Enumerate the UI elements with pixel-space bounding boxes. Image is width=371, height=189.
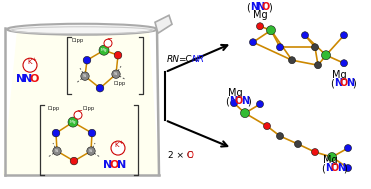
Text: −: −	[76, 108, 82, 114]
Text: Mg: Mg	[70, 120, 76, 124]
Circle shape	[345, 165, 351, 172]
Text: RN: RN	[167, 55, 180, 64]
Text: N: N	[103, 160, 112, 170]
Text: −: −	[106, 36, 112, 42]
Text: O: O	[235, 96, 243, 106]
Text: Si: Si	[89, 149, 93, 153]
Circle shape	[322, 51, 331, 60]
Circle shape	[276, 133, 283, 140]
Text: Mg: Mg	[100, 48, 107, 52]
Text: N: N	[23, 74, 32, 84]
Circle shape	[250, 39, 256, 46]
Ellipse shape	[7, 24, 157, 35]
Circle shape	[345, 145, 351, 152]
Circle shape	[88, 129, 96, 137]
Circle shape	[266, 26, 276, 35]
Text: K: K	[114, 142, 118, 148]
Circle shape	[81, 72, 89, 80]
Text: N: N	[117, 160, 126, 170]
Text: (: (	[330, 78, 334, 88]
Text: Si: Si	[114, 72, 118, 76]
Circle shape	[83, 56, 91, 64]
Text: O: O	[30, 74, 39, 84]
Circle shape	[276, 44, 283, 51]
Circle shape	[312, 149, 318, 156]
Circle shape	[230, 100, 237, 107]
Circle shape	[256, 101, 263, 108]
Text: Mg: Mg	[228, 88, 243, 98]
Circle shape	[302, 32, 309, 39]
Circle shape	[295, 141, 302, 148]
Circle shape	[70, 157, 78, 165]
Text: O: O	[110, 160, 119, 170]
Text: ): )	[268, 2, 272, 12]
Text: N: N	[256, 2, 264, 12]
Circle shape	[53, 147, 61, 155]
Text: +: +	[31, 57, 36, 62]
Circle shape	[96, 84, 104, 92]
Circle shape	[112, 70, 120, 78]
Circle shape	[289, 57, 295, 64]
Text: Si: Si	[83, 74, 87, 78]
Text: Dipp: Dipp	[48, 106, 60, 111]
Circle shape	[315, 62, 322, 69]
Text: (: (	[321, 163, 325, 173]
Text: +: +	[118, 140, 123, 145]
Circle shape	[312, 44, 318, 51]
Circle shape	[87, 147, 95, 155]
Text: N: N	[16, 74, 25, 84]
Circle shape	[256, 23, 263, 30]
Text: N: N	[334, 78, 342, 88]
Circle shape	[341, 32, 348, 39]
Text: NR: NR	[192, 55, 205, 64]
Circle shape	[114, 51, 122, 59]
Circle shape	[68, 117, 78, 127]
Circle shape	[74, 111, 82, 119]
Text: Dipp: Dipp	[72, 38, 84, 43]
Text: Dipp: Dipp	[114, 81, 126, 86]
Text: O: O	[187, 151, 194, 160]
Polygon shape	[3, 30, 159, 175]
Text: Si: Si	[55, 149, 59, 153]
Text: ): )	[343, 163, 347, 173]
Circle shape	[341, 60, 348, 67]
Text: (: (	[246, 2, 250, 12]
Text: ): )	[247, 96, 251, 106]
Text: K: K	[27, 59, 32, 65]
Text: N: N	[346, 78, 354, 88]
Text: Mg: Mg	[332, 70, 347, 80]
Circle shape	[328, 153, 336, 162]
Circle shape	[52, 129, 60, 137]
Circle shape	[104, 39, 112, 47]
Circle shape	[240, 109, 250, 118]
Text: Mg: Mg	[323, 155, 338, 165]
Circle shape	[263, 123, 270, 130]
Polygon shape	[155, 15, 172, 33]
Text: N: N	[229, 96, 237, 106]
Circle shape	[23, 58, 37, 72]
Text: (: (	[225, 96, 229, 106]
Text: N: N	[337, 163, 345, 173]
Text: 2 × C: 2 × C	[168, 151, 193, 160]
Circle shape	[99, 45, 109, 55]
Text: =C=: =C=	[178, 55, 199, 64]
Text: O: O	[331, 163, 339, 173]
Text: ): )	[352, 78, 356, 88]
Text: N: N	[241, 96, 249, 106]
Text: N: N	[325, 163, 333, 173]
Text: N: N	[250, 2, 258, 12]
Text: Dipp: Dipp	[83, 106, 95, 111]
Text: O: O	[262, 2, 270, 12]
Text: Mg: Mg	[253, 10, 267, 20]
Text: O: O	[340, 78, 348, 88]
Circle shape	[111, 141, 125, 155]
